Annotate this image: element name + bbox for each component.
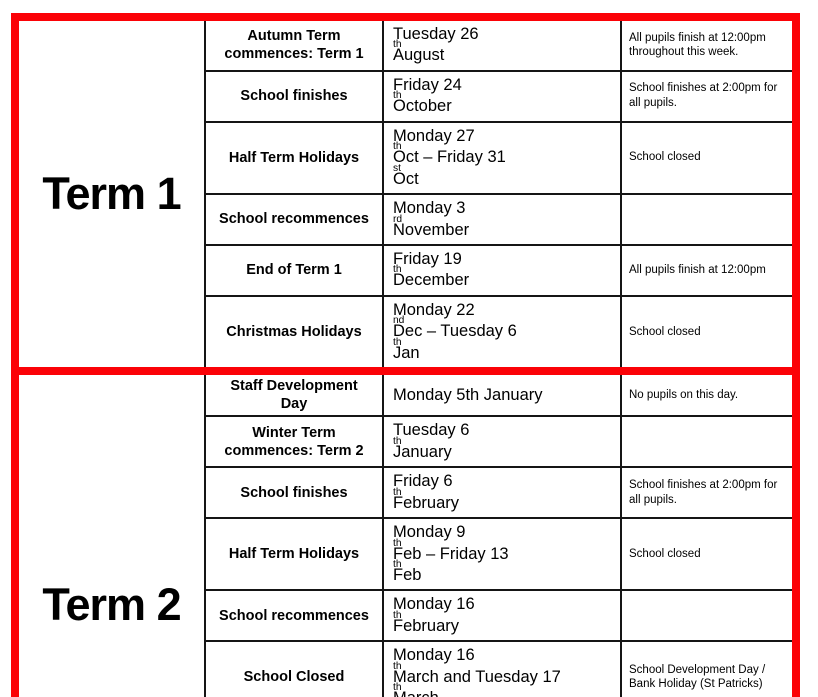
date-cell: Monday 5th January (382, 375, 620, 416)
note-cell (620, 417, 792, 467)
event-cell: School recommences (219, 607, 369, 624)
note-cell: School closed (620, 122, 792, 194)
event-cell: Half Term Holidays (228, 546, 360, 563)
event-cell: School Closed (243, 669, 345, 686)
event-cell: Autumn Term commences: Term 1 (224, 28, 364, 63)
note-cell: All pupils finish at 12:00pm (620, 245, 792, 295)
term-label: Term 2 (19, 375, 206, 697)
note-cell: School closed (620, 296, 792, 368)
note-cell (620, 591, 792, 641)
note-cell: School Development Day / Bank Holiday (S… (620, 642, 792, 697)
term-rows: Autumn Term commences: Term 1 Tuesday 26… (206, 21, 792, 368)
event-cell: School finishes (240, 88, 348, 105)
note-cell (620, 195, 792, 244)
event-cell: Staff Development Day (230, 378, 358, 413)
table-row: Autumn Term commences: Term 1 Tuesday 26… (206, 21, 792, 70)
event-cell: Half Term Holidays (228, 149, 360, 166)
note-cell: No pupils on this day. (620, 375, 792, 416)
table-row: Staff Development Day Monday 5th January… (206, 375, 792, 416)
term-section: Term 1 Autumn Term commences: Term 1 Tue… (11, 13, 800, 376)
event-cell: Christmas Holidays (226, 323, 362, 340)
note-cell: School closed (620, 519, 792, 590)
term-label: Term 1 (19, 21, 206, 368)
term-rows: Staff Development Day Monday 5th January… (206, 375, 792, 697)
note-cell: School finishes at 2:00pm for all pupils… (620, 71, 792, 121)
event-cell: Winter Term commences: Term 2 (224, 424, 364, 459)
note-cell: All pupils finish at 12:00pm throughout … (620, 21, 792, 70)
event-cell: End of Term 1 (246, 262, 342, 279)
term-section: Term 2 Staff Development Day Monday 5th … (11, 367, 800, 697)
note-cell: School finishes at 2:00pm for all pupils… (620, 468, 792, 518)
event-cell: School finishes (240, 484, 348, 501)
event-cell: School recommences (219, 211, 369, 228)
